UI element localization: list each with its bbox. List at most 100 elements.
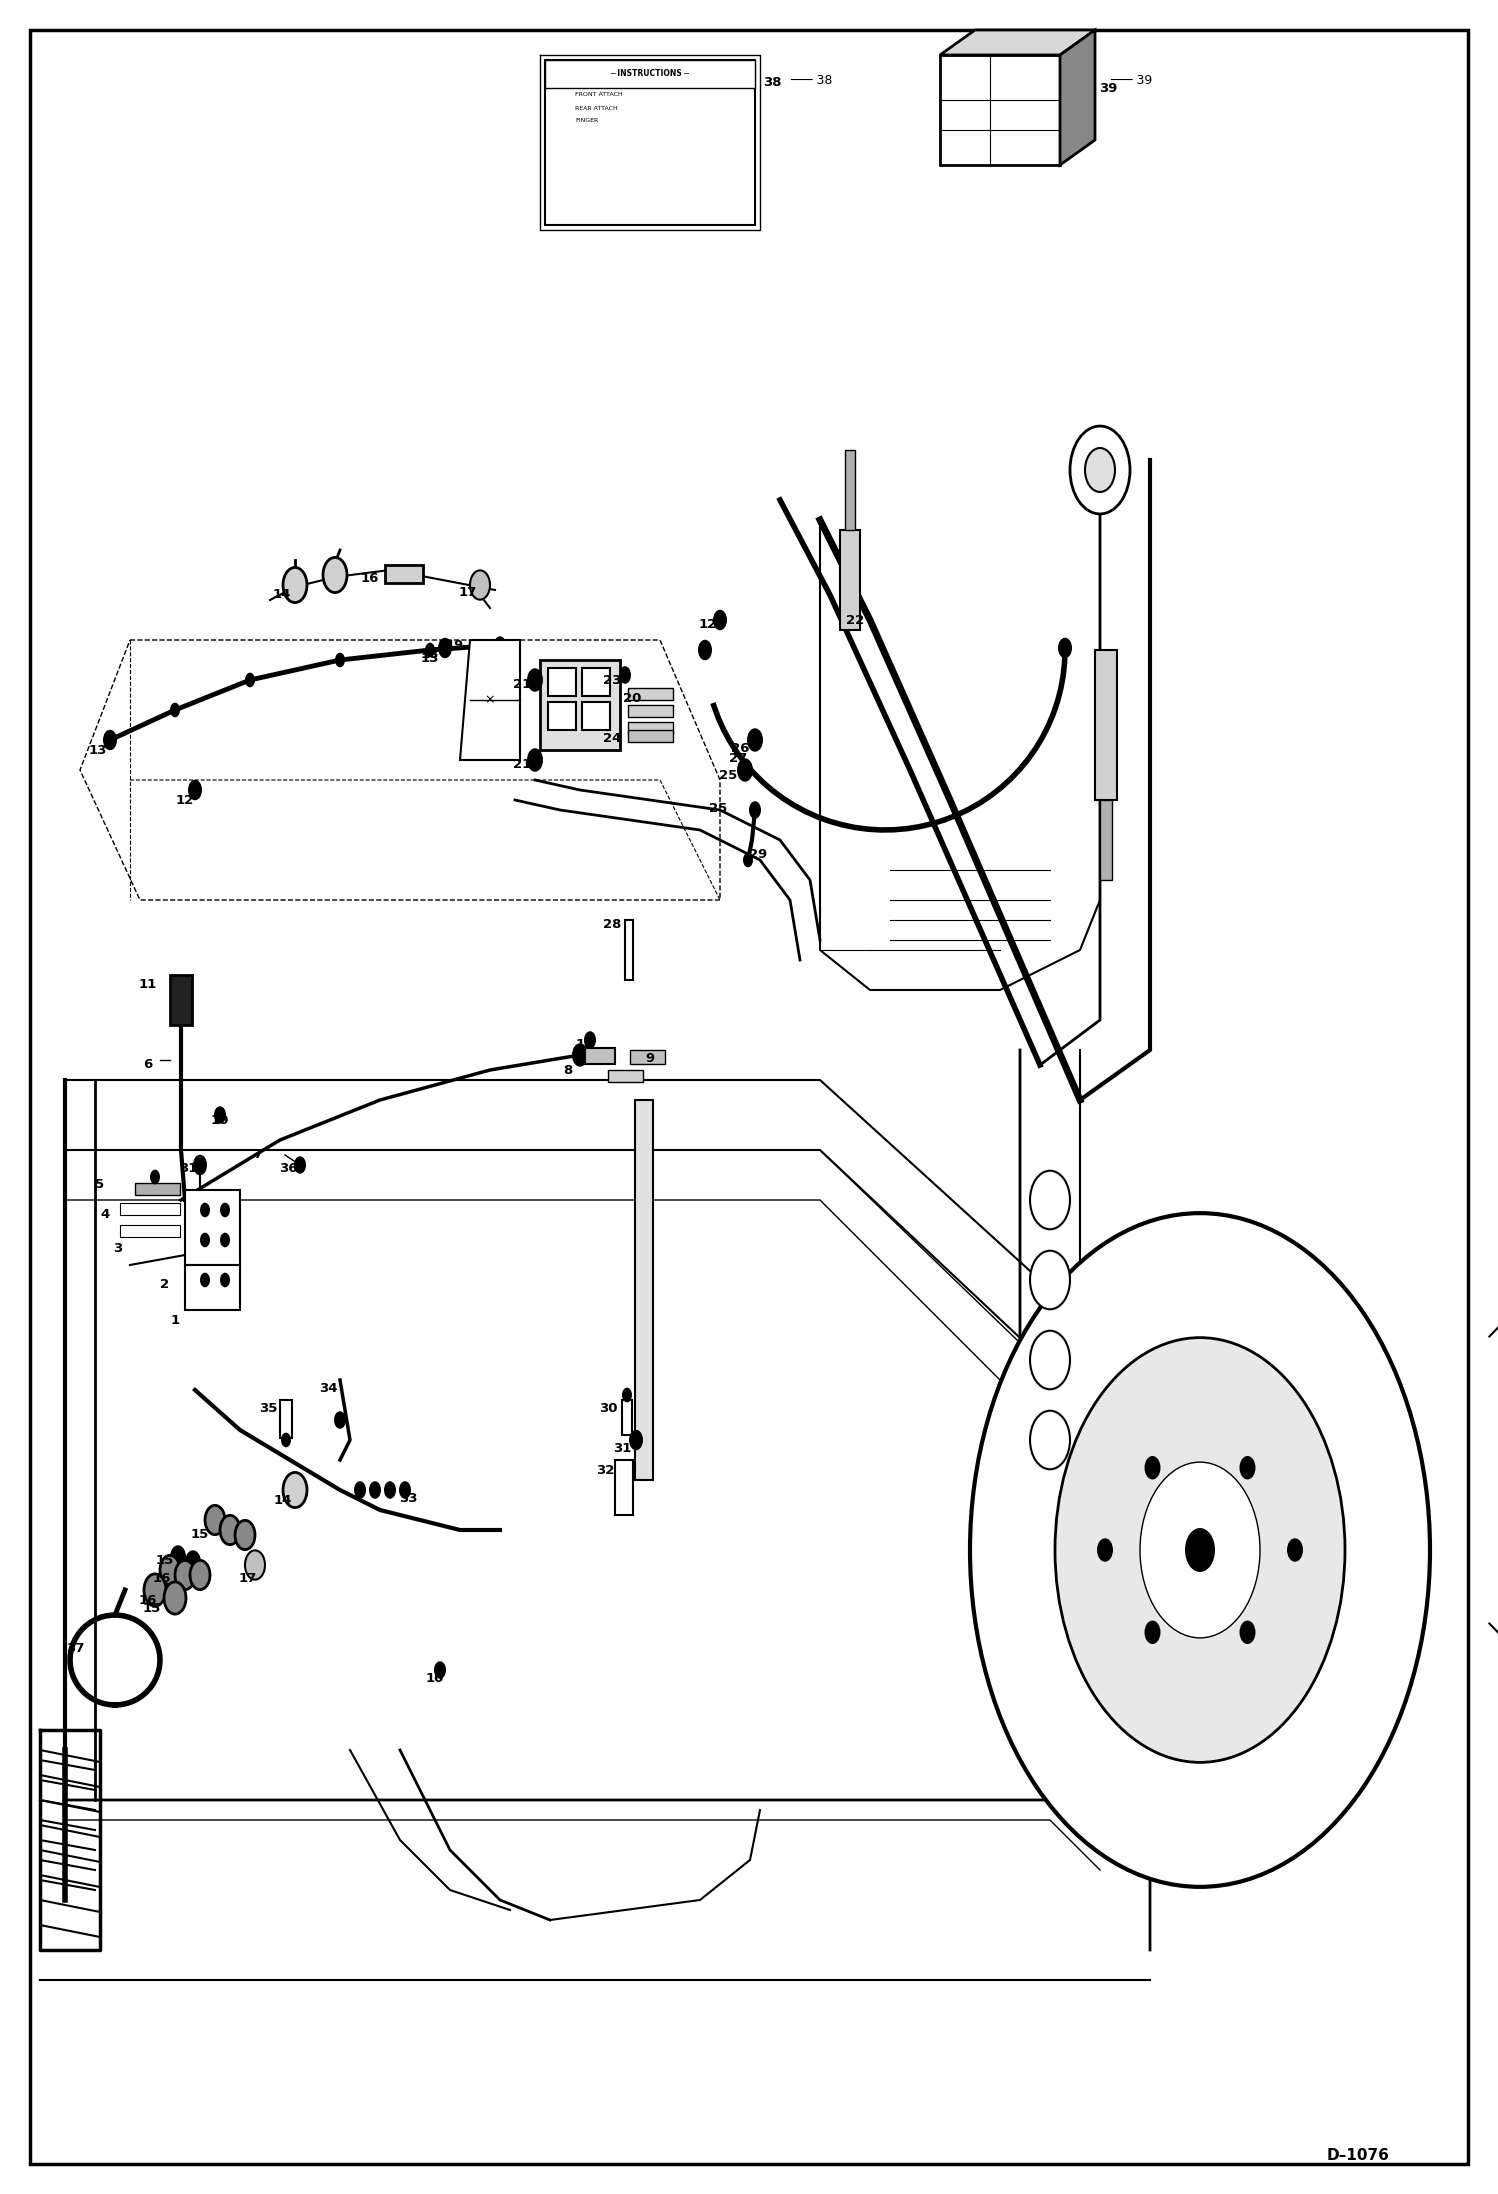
Text: 27: 27: [730, 753, 748, 764]
Text: 9: 9: [646, 1051, 655, 1064]
Text: 30: 30: [599, 1402, 617, 1415]
Circle shape: [283, 1472, 307, 1507]
Circle shape: [246, 1551, 265, 1580]
Polygon shape: [1061, 31, 1095, 165]
Text: 16: 16: [139, 1593, 157, 1606]
Circle shape: [190, 1560, 210, 1591]
Circle shape: [437, 638, 452, 658]
Text: 16: 16: [153, 1571, 171, 1584]
Circle shape: [336, 652, 345, 667]
Bar: [545, 59, 755, 226]
Text: 18: 18: [421, 649, 439, 663]
Circle shape: [1144, 1457, 1161, 1479]
Text: 15: 15: [190, 1529, 210, 1542]
Text: 31: 31: [613, 1441, 631, 1455]
Circle shape: [971, 1213, 1431, 1887]
Bar: [628, 689, 673, 700]
Text: 29: 29: [749, 849, 767, 862]
Text: 36: 36: [279, 1161, 297, 1174]
Bar: [120, 1224, 180, 1237]
Text: 16: 16: [361, 570, 379, 584]
Text: 28: 28: [602, 919, 622, 932]
Text: 38: 38: [762, 75, 782, 88]
Text: REAR ATTACH: REAR ATTACH: [575, 105, 617, 110]
Text: 2: 2: [160, 1279, 169, 1292]
Circle shape: [434, 1661, 446, 1678]
Bar: [548, 667, 577, 695]
Circle shape: [1058, 638, 1073, 658]
Text: 10: 10: [575, 1038, 595, 1051]
Text: 25: 25: [709, 801, 727, 814]
Circle shape: [334, 1411, 346, 1428]
Polygon shape: [460, 641, 520, 759]
Circle shape: [398, 1481, 410, 1499]
Circle shape: [1031, 1172, 1070, 1229]
Text: 23: 23: [602, 674, 622, 687]
Bar: [631, 1051, 665, 1064]
Text: 10: 10: [425, 1672, 445, 1685]
Text: 11: 11: [139, 979, 157, 992]
Text: 39: 39: [1100, 81, 1118, 94]
Text: FRONT ATTACH: FRONT ATTACH: [575, 92, 623, 97]
Text: 22: 22: [846, 614, 864, 627]
Circle shape: [1031, 1251, 1070, 1310]
Circle shape: [189, 779, 202, 801]
Circle shape: [103, 731, 117, 750]
Circle shape: [1239, 1457, 1255, 1479]
Circle shape: [201, 1233, 210, 1248]
Text: 31: 31: [178, 1161, 198, 1174]
Text: ─── 39: ─── 39: [1110, 75, 1152, 86]
Text: 37: 37: [66, 1641, 84, 1654]
Circle shape: [324, 557, 348, 592]
Bar: [135, 1183, 180, 1196]
Circle shape: [743, 853, 753, 867]
Circle shape: [494, 636, 506, 654]
Circle shape: [246, 674, 255, 687]
Text: 19: 19: [446, 638, 464, 652]
Circle shape: [235, 1520, 255, 1549]
Circle shape: [629, 1430, 643, 1450]
Circle shape: [294, 1156, 306, 1174]
Circle shape: [193, 1154, 207, 1176]
Text: 25: 25: [719, 768, 737, 781]
Polygon shape: [941, 31, 1095, 55]
Circle shape: [220, 1516, 240, 1545]
Circle shape: [383, 1481, 395, 1499]
Text: 3: 3: [114, 1242, 123, 1255]
Text: 17: 17: [458, 586, 478, 599]
Text: 10: 10: [211, 1115, 229, 1126]
Circle shape: [749, 801, 761, 818]
Circle shape: [175, 1560, 195, 1591]
Text: 34: 34: [319, 1382, 337, 1395]
Bar: [586, 1049, 616, 1064]
Bar: [616, 1459, 634, 1516]
Circle shape: [1097, 1538, 1113, 1562]
Text: 7: 7: [253, 1147, 262, 1161]
Circle shape: [1055, 1338, 1345, 1762]
Bar: [635, 1099, 653, 1481]
Text: 4: 4: [100, 1209, 109, 1222]
Circle shape: [748, 728, 762, 753]
Text: 26: 26: [731, 742, 749, 755]
Text: D–1076: D–1076: [1327, 2148, 1390, 2163]
Text: 35: 35: [259, 1402, 277, 1415]
Bar: [608, 1071, 643, 1082]
Text: 14: 14: [273, 588, 291, 601]
Text: 1: 1: [171, 1314, 180, 1327]
Circle shape: [1185, 1527, 1215, 1571]
Bar: [1100, 801, 1112, 880]
Bar: [1095, 649, 1118, 801]
Bar: [548, 702, 577, 731]
Bar: [184, 1189, 240, 1266]
Circle shape: [184, 1551, 201, 1573]
Text: 14: 14: [274, 1494, 292, 1507]
Text: 33: 33: [398, 1492, 418, 1505]
Text: 17: 17: [238, 1571, 258, 1584]
Text: 15: 15: [142, 1602, 162, 1615]
Text: 21: 21: [512, 678, 532, 691]
Text: 32: 32: [596, 1463, 614, 1477]
Text: ─ INSTRUCTIONS ─: ─ INSTRUCTIONS ─: [611, 70, 689, 79]
Circle shape: [1031, 1411, 1070, 1470]
Circle shape: [169, 702, 180, 717]
Text: 5: 5: [96, 1178, 105, 1191]
